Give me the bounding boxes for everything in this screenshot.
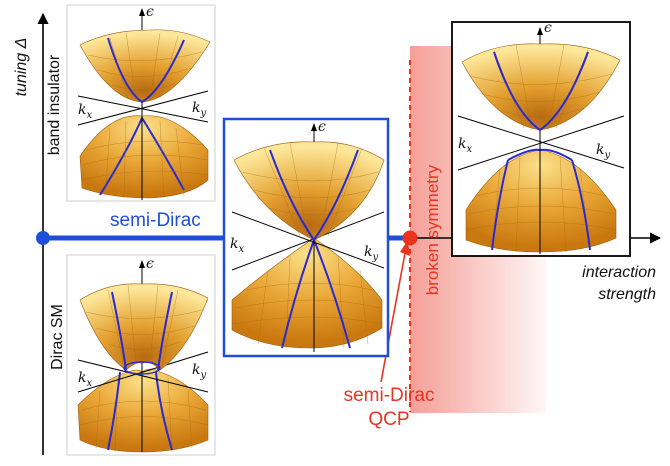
semi-dirac-line-label: semi-Dirac xyxy=(110,210,201,231)
ky-sub: y xyxy=(200,369,207,381)
interaction-label-line2: strength xyxy=(598,286,656,303)
kx-k: k xyxy=(230,236,239,252)
kx-sub: x xyxy=(86,377,93,389)
band-insulator-ky-label: ky xyxy=(192,100,206,119)
ky-sub: y xyxy=(372,251,379,263)
semi-dirac-origin-dot xyxy=(36,231,50,245)
kx-sub: x xyxy=(466,143,473,155)
interaction-label-line1: interaction xyxy=(582,264,656,281)
panel-dirac-sm xyxy=(66,254,216,456)
band-insulator-kx-label: kx xyxy=(78,102,92,121)
panel-band-insulator xyxy=(66,4,216,202)
qcp-pointer xyxy=(380,247,407,383)
broken-symmetry-epsilon-label: ϵ xyxy=(544,20,552,36)
kx-k: k xyxy=(458,136,467,152)
ky-sub: y xyxy=(200,107,207,119)
semi-dirac-epsilon-label: ϵ xyxy=(318,119,326,135)
broken-symmetry-label: broken symmetry xyxy=(423,164,442,296)
qcp-label: semi-Dirac QCP xyxy=(334,384,444,432)
qcp-label-line1: semi-Dirac xyxy=(343,385,435,406)
ky-sub: y xyxy=(604,149,611,161)
dirac-sm-kx-label: kx xyxy=(78,370,92,389)
qcp-label-line2: QCP xyxy=(368,409,410,430)
panel-semi-dirac xyxy=(222,117,390,358)
dirac-sm-epsilon-label: ϵ xyxy=(146,256,154,272)
broken-symmetry-ky-label: ky xyxy=(596,142,610,161)
band-insulator-label: band insulator xyxy=(46,54,63,156)
dirac-sm-label: Dirac SM xyxy=(49,304,66,370)
band-insulator-epsilon-label: ϵ xyxy=(146,4,154,20)
semi-dirac-kx-label: kx xyxy=(230,236,244,255)
vertical-axis-label: tuning Δ xyxy=(13,37,30,97)
broken-symmetry-kx-label: kx xyxy=(458,136,472,155)
ky-k: k xyxy=(192,100,201,116)
kx-sub: x xyxy=(238,243,245,255)
ky-k: k xyxy=(364,244,373,260)
kx-sub: x xyxy=(86,109,93,121)
panel-broken-symmetry xyxy=(451,21,631,257)
interaction-strength-label: interaction strength xyxy=(536,262,656,306)
ky-k: k xyxy=(192,362,201,378)
kx-k: k xyxy=(78,370,87,386)
qcp-dot xyxy=(402,230,418,246)
semi-dirac-ky-label: ky xyxy=(364,244,378,263)
qcp-pointer-head xyxy=(400,240,410,256)
ky-k: k xyxy=(596,142,605,158)
dirac-sm-ky-label: ky xyxy=(192,362,206,381)
kx-k: k xyxy=(78,102,87,118)
